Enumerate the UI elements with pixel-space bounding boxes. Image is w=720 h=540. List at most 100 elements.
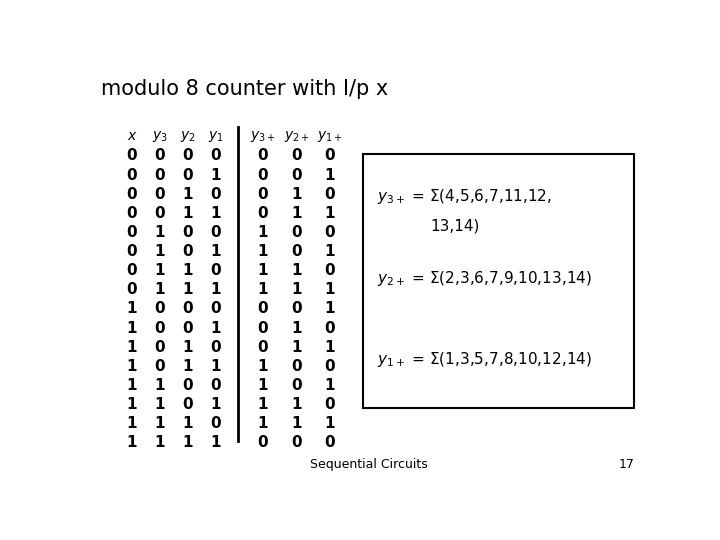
Text: 1: 1	[182, 282, 193, 297]
Text: 1: 1	[325, 340, 336, 355]
Text: 0: 0	[127, 225, 138, 240]
Text: $y_{2+}$ = Σ(2,3,6,7,9,10,13,14): $y_{2+}$ = Σ(2,3,6,7,9,10,13,14)	[377, 268, 593, 287]
Text: 0: 0	[291, 225, 302, 240]
Text: 0: 0	[291, 435, 302, 450]
Text: 1: 1	[258, 244, 269, 259]
Text: x: x	[127, 129, 136, 143]
Text: 0: 0	[182, 397, 193, 412]
Text: 1: 1	[182, 340, 193, 355]
Text: 1: 1	[155, 225, 165, 240]
Text: 1: 1	[210, 359, 221, 374]
Text: 0: 0	[127, 282, 138, 297]
Text: 1: 1	[210, 206, 221, 221]
Text: 0: 0	[127, 167, 138, 183]
Text: 0: 0	[127, 187, 138, 201]
Text: 0: 0	[182, 244, 193, 259]
Text: 1: 1	[182, 187, 193, 201]
Text: 0: 0	[154, 340, 165, 355]
Text: 0: 0	[291, 359, 302, 374]
Text: 0: 0	[154, 359, 165, 374]
Text: 0: 0	[291, 148, 302, 164]
Text: 1: 1	[155, 282, 165, 297]
Text: 0: 0	[325, 263, 336, 278]
Text: 1: 1	[127, 416, 137, 431]
Text: $y_2$: $y_2$	[180, 129, 196, 144]
Text: 0: 0	[154, 206, 165, 221]
Text: 0: 0	[182, 321, 193, 335]
Text: 1: 1	[127, 340, 137, 355]
Text: 0: 0	[325, 225, 336, 240]
Text: 0: 0	[210, 148, 221, 164]
Text: 0: 0	[182, 225, 193, 240]
Text: 0: 0	[210, 263, 221, 278]
Text: 0: 0	[210, 416, 221, 431]
Text: 1: 1	[210, 397, 221, 412]
Text: $y_1$: $y_1$	[207, 129, 223, 144]
Text: 1: 1	[182, 416, 193, 431]
Text: 1: 1	[291, 282, 302, 297]
Text: 1: 1	[155, 435, 165, 450]
Text: 0: 0	[127, 263, 138, 278]
Text: 1: 1	[291, 416, 302, 431]
Text: 1: 1	[325, 282, 336, 297]
Text: Sequential Circuits: Sequential Circuits	[310, 458, 428, 471]
Text: 1: 1	[155, 263, 165, 278]
Text: 0: 0	[325, 359, 336, 374]
Text: 1: 1	[291, 263, 302, 278]
Text: 1: 1	[258, 397, 269, 412]
Text: 1: 1	[258, 282, 269, 297]
Text: 1: 1	[291, 187, 302, 201]
Text: 0: 0	[325, 435, 336, 450]
Text: 1: 1	[182, 263, 193, 278]
Text: 0: 0	[154, 321, 165, 335]
Text: 0: 0	[127, 148, 138, 164]
Text: $y_{1+}$ = Σ(1,3,5,7,8,10,12,14): $y_{1+}$ = Σ(1,3,5,7,8,10,12,14)	[377, 349, 593, 369]
Text: 0: 0	[258, 167, 269, 183]
Text: 1: 1	[325, 378, 336, 393]
Text: modulo 8 counter with I/p x: modulo 8 counter with I/p x	[101, 79, 388, 99]
Text: 1: 1	[325, 244, 336, 259]
Text: 1: 1	[127, 378, 137, 393]
Text: 1: 1	[291, 321, 302, 335]
Text: 1: 1	[127, 397, 137, 412]
Text: 1: 1	[258, 378, 269, 393]
Text: 1: 1	[258, 359, 269, 374]
Text: 0: 0	[325, 321, 336, 335]
Text: $y_{3+}$: $y_{3+}$	[250, 129, 276, 144]
Text: 0: 0	[258, 321, 269, 335]
Text: $y_{2+}$: $y_{2+}$	[284, 129, 310, 144]
Bar	[364, 154, 634, 408]
Text: 1: 1	[182, 359, 193, 374]
Text: 1: 1	[155, 397, 165, 412]
Text: 1: 1	[210, 244, 221, 259]
Text: 0: 0	[182, 167, 193, 183]
Text: 1: 1	[325, 206, 336, 221]
Text: 1: 1	[182, 206, 193, 221]
Text: 0: 0	[154, 187, 165, 201]
Text: $y_3$: $y_3$	[152, 129, 168, 144]
Text: 1: 1	[127, 435, 137, 450]
Text: 1: 1	[258, 225, 269, 240]
Text: 1: 1	[127, 301, 137, 316]
Text: 0: 0	[182, 301, 193, 316]
Text: 0: 0	[154, 148, 165, 164]
Text: 0: 0	[182, 148, 193, 164]
Text: 0: 0	[291, 378, 302, 393]
Text: 0: 0	[325, 397, 336, 412]
Text: 13,14): 13,14)	[431, 219, 480, 234]
Text: 0: 0	[258, 301, 269, 316]
Text: 0: 0	[258, 340, 269, 355]
Text: 1: 1	[258, 263, 269, 278]
Text: 1: 1	[155, 416, 165, 431]
Text: 0: 0	[154, 301, 165, 316]
Text: 1: 1	[291, 340, 302, 355]
Text: 1: 1	[291, 206, 302, 221]
Text: 0: 0	[258, 187, 269, 201]
Text: 0: 0	[258, 435, 269, 450]
Text: 0: 0	[291, 301, 302, 316]
Text: 1: 1	[155, 378, 165, 393]
Text: 0: 0	[325, 187, 336, 201]
Text: 1: 1	[127, 321, 137, 335]
Text: 1: 1	[291, 397, 302, 412]
Text: 0: 0	[291, 167, 302, 183]
